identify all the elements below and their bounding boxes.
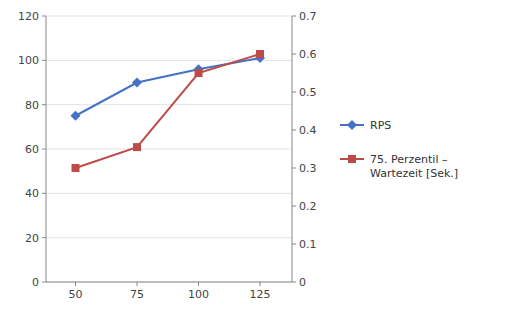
x-tick-label: 125 [250, 288, 271, 301]
x-tick [137, 282, 138, 286]
y2-tick [292, 54, 296, 55]
x-tick [198, 282, 199, 286]
x-tick-label: 50 [69, 288, 83, 301]
y2-tick [292, 282, 296, 283]
point [132, 78, 142, 88]
legend-marker [347, 120, 357, 130]
y-tick-label: 20 [25, 232, 39, 245]
y-tick [42, 16, 46, 17]
grid [46, 16, 292, 282]
y-tick-label: 100 [18, 54, 39, 67]
legend-marker [348, 155, 356, 163]
x-tick-label: 100 [188, 288, 209, 301]
y-axis-line [46, 16, 47, 282]
legend: RPS 75. Perzentil –Wartezeit [Sek.] [340, 119, 458, 180]
axes: 0 20 40 60 80 100 120 0 0.1 0.2 0.3 0.4 0.5 0.6 0.7 50 7… [18, 10, 317, 301]
x-axis-line [46, 282, 292, 283]
plot-data [71, 50, 266, 172]
point [195, 69, 203, 77]
grid-line [46, 16, 292, 17]
y2-tick-label: 0.5 [299, 86, 317, 99]
grid-line [46, 237, 292, 238]
y-tick-label: 0 [32, 276, 39, 289]
point [72, 164, 80, 172]
y-tick-label: 80 [25, 99, 39, 112]
y-tick [42, 60, 46, 61]
y-tick [42, 237, 46, 238]
y2-tick [292, 244, 296, 245]
chart-container: 0 20 40 60 80 100 120 0 0.1 0.2 0.3 0.4 0.5 0.6 0.7 50 7… [0, 0, 516, 310]
y2-tick-label: 0.2 [299, 200, 317, 213]
grid-line [46, 282, 292, 283]
point [133, 143, 141, 151]
y2-tick-label: 0 [299, 276, 306, 289]
y2-tick [292, 16, 296, 17]
y2-tick [292, 92, 296, 93]
y2-tick [292, 206, 296, 207]
y-tick [42, 282, 46, 283]
grid-line [46, 149, 292, 150]
point [71, 111, 81, 121]
legend-label: RPS [370, 119, 391, 132]
legend-label-line: Wartezeit [Sek.] [370, 167, 458, 180]
y-tick-label: 120 [18, 10, 39, 23]
x-tick-label: 75 [130, 288, 144, 301]
legend-label-line: 75. Perzentil – [370, 153, 447, 166]
legend-label: 75. Perzentil –Wartezeit [Sek.] [370, 153, 458, 180]
y2-axis-line [292, 16, 293, 282]
x-tick [75, 282, 76, 286]
legend-label-line: RPS [370, 119, 391, 132]
chart-svg: 0 20 40 60 80 100 120 0 0.1 0.2 0.3 0.4 0.5 0.6 0.7 50 7… [0, 0, 516, 310]
grid-line [46, 104, 292, 105]
y-tick-label: 60 [25, 143, 39, 156]
y2-tick-label: 0.6 [299, 48, 317, 61]
y-tick-label: 40 [25, 187, 39, 200]
y2-tick-label: 0.4 [299, 124, 317, 137]
series-line [76, 58, 261, 116]
y2-tick-label: 0.7 [299, 10, 317, 23]
y2-tick-label: 0.3 [299, 162, 317, 175]
y2-tick [292, 168, 296, 169]
y2-tick-label: 0.1 [299, 238, 317, 251]
y2-tick [292, 130, 296, 131]
y-tick [42, 104, 46, 105]
series-line [76, 54, 261, 168]
point [256, 50, 264, 58]
y-tick [42, 193, 46, 194]
grid-line [46, 193, 292, 194]
x-tick [260, 282, 261, 286]
y-tick [42, 149, 46, 150]
